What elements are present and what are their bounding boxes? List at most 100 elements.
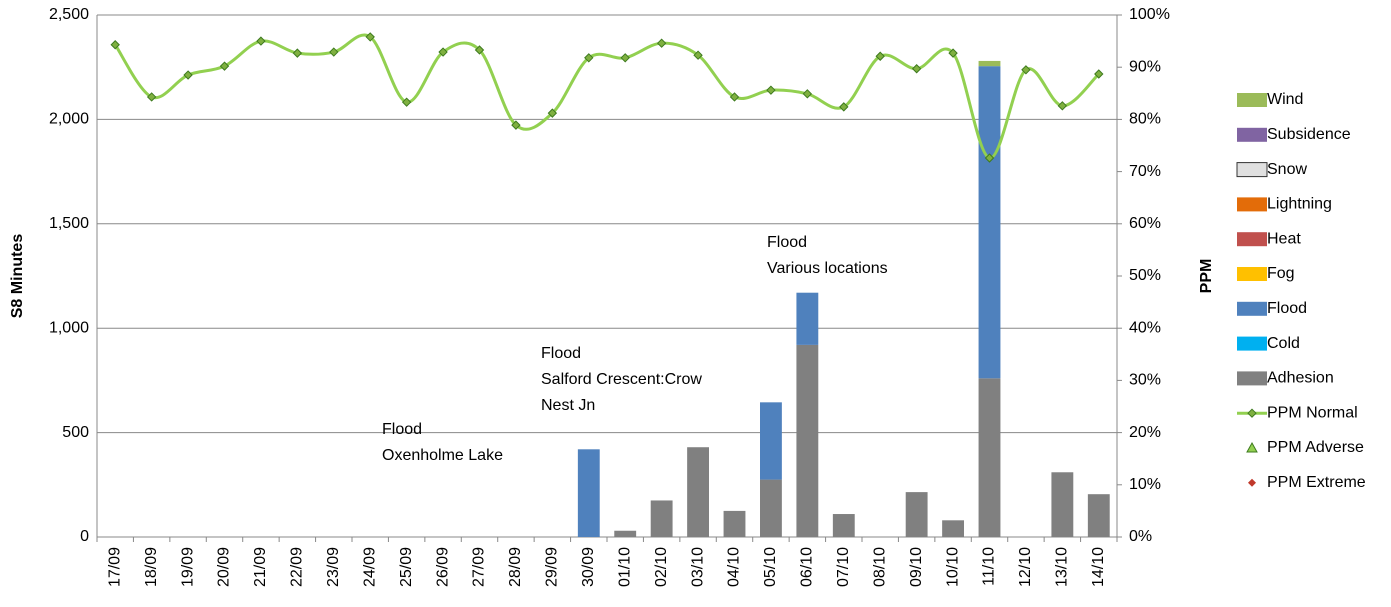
- marker: [620, 53, 630, 63]
- bar: [796, 292, 819, 345]
- x-tick-label: 27/09: [471, 547, 488, 587]
- y2-tick-label: 0%: [1129, 528, 1152, 545]
- y2-tick-label: 50%: [1129, 267, 1161, 284]
- annotation: Salford Crescent:Crow: [541, 371, 702, 388]
- marker: [511, 120, 521, 130]
- x-tick-label: 25/09: [398, 547, 415, 587]
- x-tick-label: 04/10: [726, 547, 743, 587]
- legend-label: Lightning: [1267, 196, 1332, 213]
- y2-tick-label: 30%: [1129, 372, 1161, 389]
- legend-swatch: [1237, 336, 1267, 351]
- y2-tick-label: 60%: [1129, 215, 1161, 232]
- x-tick-label: 12/10: [1017, 547, 1034, 587]
- legend-swatch: [1237, 371, 1267, 386]
- legend-label: Flood: [1267, 300, 1307, 317]
- legend-swatch: [1237, 197, 1267, 212]
- marker: [1057, 101, 1068, 111]
- marker: [693, 50, 703, 60]
- x-tick-label: 03/10: [689, 547, 706, 587]
- marker: [438, 47, 448, 57]
- bar: [760, 479, 782, 537]
- marker: [256, 36, 266, 46]
- bar: [1051, 472, 1074, 537]
- y2-tick-label: 40%: [1129, 319, 1161, 336]
- marker: [547, 108, 558, 118]
- marker: [110, 40, 120, 50]
- x-tick-label: 24/09: [361, 547, 378, 587]
- bar: [577, 449, 600, 537]
- legend-swatch: [1237, 93, 1267, 107]
- x-tick-label: 23/09: [325, 547, 342, 587]
- annotation: Oxenholme Lake: [382, 447, 503, 464]
- legend-label: Heat: [1267, 230, 1301, 247]
- x-tick-label: 14/10: [1090, 547, 1107, 587]
- marker: [146, 92, 157, 102]
- x-tick-label: 30/09: [580, 547, 597, 587]
- bar: [687, 447, 709, 537]
- legend-swatch: [1237, 232, 1267, 247]
- marker: [911, 64, 922, 74]
- x-tick-label: 18/09: [143, 547, 160, 587]
- marker: [219, 61, 230, 71]
- annotation: Flood: [382, 421, 422, 438]
- bar: [1087, 494, 1110, 537]
- legend-label: PPM Adverse: [1267, 439, 1364, 456]
- marker: [766, 85, 776, 95]
- bar: [796, 344, 819, 537]
- x-tick-label: 02/10: [653, 547, 670, 587]
- legend-label: PPM Extreme: [1267, 474, 1366, 491]
- bar: [942, 520, 964, 537]
- x-tick-label: 05/10: [762, 547, 779, 587]
- y-axis-label: S8 Minutes: [9, 234, 26, 319]
- x-tick-label: 19/09: [179, 547, 196, 587]
- annotation: Flood: [541, 345, 581, 362]
- legend-label: Snow: [1267, 161, 1307, 178]
- marker: [875, 51, 885, 61]
- marker: [183, 70, 193, 80]
- marker: [401, 97, 412, 107]
- bar: [614, 530, 637, 537]
- y2-axis-label: PPM: [1198, 259, 1215, 294]
- legend-swatch: [1237, 301, 1267, 316]
- legend-label: Fog: [1267, 265, 1295, 282]
- y-tick-label: 2,500: [49, 6, 89, 23]
- bar: [905, 492, 928, 537]
- x-tick-label: 07/10: [835, 547, 852, 587]
- marker: [474, 45, 485, 55]
- legend-label: Adhesion: [1267, 370, 1334, 387]
- bar: [723, 510, 746, 537]
- marker: [365, 32, 375, 42]
- annotation: Various locations: [767, 260, 888, 277]
- marker: [584, 53, 594, 63]
- x-tick-label: 11/10: [981, 547, 998, 586]
- legend-swatch: [1248, 478, 1256, 487]
- x-tick-label: 06/10: [799, 547, 816, 587]
- bar: [978, 378, 1001, 537]
- x-tick-label: 26/09: [434, 547, 451, 587]
- annotation: Nest Jn: [541, 397, 595, 414]
- y2-tick-label: 10%: [1129, 476, 1161, 493]
- marker: [729, 92, 740, 102]
- x-tick-label: 21/09: [252, 547, 269, 587]
- x-tick-label: 29/09: [544, 547, 561, 587]
- marker: [802, 89, 813, 99]
- bar: [760, 402, 782, 480]
- y2-tick-label: 20%: [1129, 424, 1161, 441]
- legend-swatch: [1246, 441, 1258, 453]
- x-tick-label: 09/10: [908, 547, 925, 587]
- bar: [978, 60, 1001, 67]
- x-tick-label: 20/09: [216, 547, 233, 587]
- x-tick-label: 10/10: [944, 547, 961, 587]
- y2-tick-label: 70%: [1129, 163, 1161, 180]
- x-tick-label: 17/09: [106, 547, 123, 587]
- legend-label: Cold: [1267, 335, 1300, 352]
- legend-label: PPM Normal: [1267, 404, 1358, 421]
- marker: [329, 47, 339, 57]
- x-tick-label: 22/09: [289, 547, 306, 587]
- legend-swatch: [1247, 408, 1257, 418]
- marker: [656, 38, 667, 48]
- y2-tick-label: 90%: [1129, 58, 1161, 75]
- x-tick-label: 01/10: [616, 547, 633, 587]
- legend-swatch: [1236, 162, 1268, 178]
